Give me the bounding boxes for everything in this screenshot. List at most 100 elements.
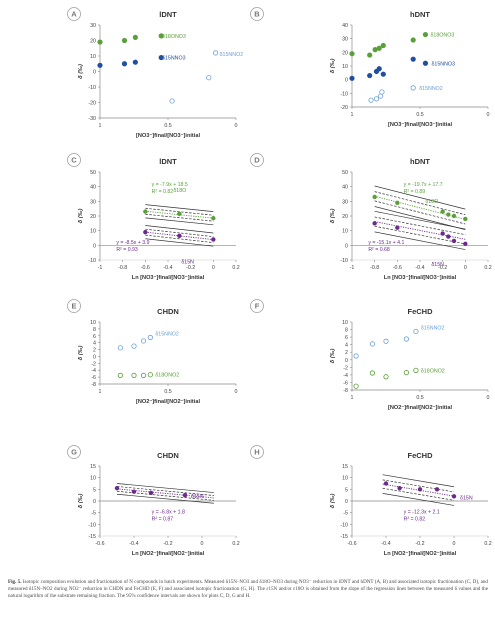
x-tick-label: 0 bbox=[201, 541, 204, 547]
y-tick-label: 15 bbox=[90, 464, 96, 470]
y-tick-label: 50 bbox=[342, 170, 348, 176]
series-2: δ15NNO3 bbox=[97, 54, 186, 68]
y-tick-label: -6 bbox=[343, 380, 348, 386]
x-tick-label: -0.4 bbox=[415, 265, 424, 271]
panel-label-badge bbox=[67, 299, 81, 313]
x-tick-label: 1 bbox=[99, 389, 102, 395]
y-axis-label: δ (‰) bbox=[330, 209, 336, 224]
confidence-band-dash bbox=[116, 486, 214, 496]
y-tick-label: 30 bbox=[342, 37, 348, 43]
data-point bbox=[413, 328, 419, 335]
y-axis-label: δ (‰) bbox=[78, 494, 84, 509]
x-axis-label: [NO3⁻]final/[NO3⁻]initial bbox=[388, 122, 452, 128]
data-point bbox=[422, 60, 429, 66]
data-point bbox=[446, 212, 451, 217]
data-point bbox=[446, 234, 451, 239]
data-point bbox=[117, 345, 124, 351]
x-axis-label: Ln [NO3⁻]final/[NO3⁻]initial bbox=[132, 275, 205, 281]
confidence-band-line bbox=[145, 204, 214, 212]
data-point bbox=[397, 485, 402, 491]
data-point bbox=[211, 215, 216, 221]
x-tick-label: -0.2 bbox=[438, 265, 447, 271]
series-1: δ18O y = -19.7x + 17.7R² = 0.89 bbox=[372, 182, 468, 230]
x-tick-label: 0.5 bbox=[164, 389, 171, 395]
confidence-band-line bbox=[145, 238, 214, 247]
data-point bbox=[169, 98, 175, 104]
caption-label: Fig. 5. bbox=[8, 579, 22, 585]
series-2: δ18ONO2 bbox=[117, 372, 179, 379]
data-point bbox=[383, 481, 389, 486]
x-tick-label: -0.8 bbox=[118, 265, 127, 271]
confidence-band-dash bbox=[382, 487, 455, 501]
data-point bbox=[97, 62, 103, 68]
data-point bbox=[395, 200, 400, 205]
data-point bbox=[121, 37, 128, 44]
y-tick-label: 0 bbox=[345, 358, 348, 364]
data-point bbox=[410, 56, 416, 62]
panel-title: CHDN bbox=[157, 451, 179, 460]
data-point bbox=[114, 485, 120, 491]
data-point bbox=[211, 237, 216, 242]
regression-equation: y = -19.7x + 17.7 bbox=[404, 182, 443, 188]
confidence-band-dash bbox=[145, 213, 214, 222]
panel-title: CHDN bbox=[157, 307, 179, 316]
series-1: δ18ONO3 bbox=[349, 31, 454, 58]
y-tick-label: -4 bbox=[343, 373, 348, 379]
y-tick-label: 0 bbox=[93, 243, 96, 249]
x-tick-label: 0.2 bbox=[232, 265, 239, 271]
data-point bbox=[463, 241, 468, 247]
series-label: δ18ONO2 bbox=[421, 368, 445, 374]
regression-equation: y = -7.9x + 18.5 bbox=[152, 182, 188, 188]
y-tick-label: -10 bbox=[88, 258, 96, 264]
x-tick-label: 1 bbox=[351, 112, 354, 118]
data-point bbox=[380, 71, 386, 77]
y-tick-label: 10 bbox=[342, 320, 348, 326]
confidence-band-dash bbox=[145, 234, 214, 243]
y-tick-label: -2 bbox=[343, 365, 348, 371]
panel-title: FeCHD bbox=[407, 307, 433, 316]
data-point bbox=[376, 66, 382, 72]
series-2: δ15NNO3 bbox=[349, 56, 455, 81]
y-tick-label: 2 bbox=[93, 348, 96, 354]
x-tick-label: 0 bbox=[487, 395, 490, 401]
data-point bbox=[451, 238, 457, 244]
x-tick-label: -0.4 bbox=[129, 541, 138, 547]
series-label: δ15N bbox=[460, 495, 473, 501]
y-tick-label: 20 bbox=[90, 214, 96, 220]
y-tick-label: -5 bbox=[343, 511, 348, 517]
series-label: δ18ONO3 bbox=[162, 34, 186, 40]
y-tick-label: 0 bbox=[345, 243, 348, 249]
series-1: δ15NNO2 bbox=[117, 332, 179, 351]
data-point bbox=[148, 490, 154, 496]
data-point bbox=[367, 72, 373, 79]
data-point bbox=[349, 75, 355, 81]
y-tick-label: 6 bbox=[93, 334, 96, 340]
data-point bbox=[143, 209, 148, 214]
series-label: δ15N bbox=[431, 262, 444, 268]
panel-title: lDNT bbox=[159, 157, 177, 166]
data-point bbox=[353, 383, 359, 389]
y-tick-label: -4 bbox=[91, 368, 96, 374]
x-axis-label: [NO3⁻]final/[NO3⁻]initial bbox=[136, 133, 200, 139]
data-point bbox=[372, 221, 377, 226]
data-point bbox=[143, 229, 148, 235]
x-tick-label: -1 bbox=[98, 265, 103, 271]
x-tick-label: -0.6 bbox=[95, 541, 104, 547]
panel-label: H bbox=[254, 448, 259, 457]
x-tick-label: -0.4 bbox=[381, 541, 390, 547]
data-point bbox=[353, 353, 359, 359]
data-point bbox=[369, 341, 375, 347]
x-tick-label: 0 bbox=[235, 123, 238, 129]
x-tick-label: -0.2 bbox=[163, 541, 172, 547]
confidence-band-line bbox=[374, 231, 466, 250]
panel-G: G CHDN -15 -10 -5 0 5 10 15 -0.6 -0.4 -0.2 0 0.2 Ln [N… bbox=[67, 445, 240, 557]
data-point bbox=[131, 489, 137, 494]
y-tick-label: 4 bbox=[345, 343, 348, 349]
regression-r2: R² = 0.82 bbox=[152, 189, 174, 195]
data-point bbox=[383, 338, 389, 344]
y-tick-label: 8 bbox=[93, 327, 96, 333]
series-1: δ15N y = -6.8x + 1.8R² = 0.87 bbox=[114, 483, 214, 523]
y-tick-label: 15 bbox=[342, 464, 348, 470]
y-tick-label: 20 bbox=[342, 50, 348, 56]
